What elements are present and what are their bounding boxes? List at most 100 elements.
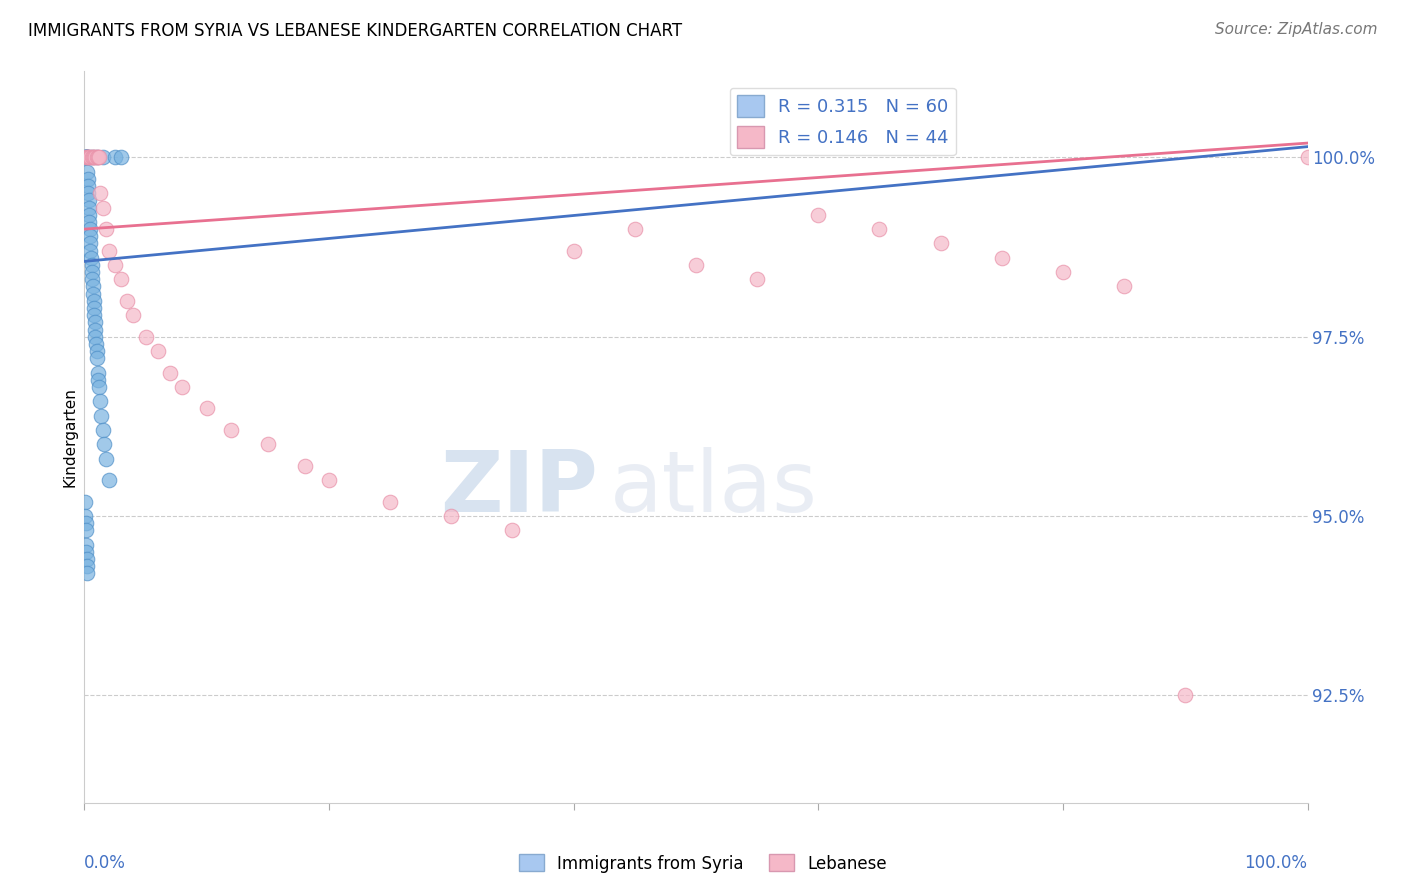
Y-axis label: Kindergarten: Kindergarten (62, 387, 77, 487)
Point (80, 258, 103, 272)
Point (80, 150, 103, 164)
Point (76, 150, 98, 164)
Point (380, 494, 402, 508)
Point (79, 244, 101, 258)
Point (76, 150, 98, 164)
Point (159, 366, 181, 380)
Point (440, 508, 463, 523)
Point (76, 150, 98, 164)
Point (89, 186, 111, 201)
Point (83, 315, 105, 329)
Point (91, 423, 114, 437)
Point (1296, 150, 1319, 164)
Point (84, 150, 107, 164)
Point (93, 437, 115, 451)
Point (83, 150, 105, 164)
Point (135, 329, 157, 343)
Point (75, 545, 97, 559)
Point (257, 437, 280, 451)
Point (146, 344, 169, 359)
Point (502, 524, 524, 538)
Point (79, 150, 101, 164)
Point (75, 524, 97, 538)
Point (76, 165, 98, 179)
Point (96, 222, 118, 236)
Point (77, 201, 100, 215)
Point (91, 150, 114, 164)
Point (75, 150, 97, 164)
Point (82, 272, 104, 286)
Point (77, 215, 100, 229)
Point (83, 308, 105, 322)
Text: 100.0%: 100.0% (1244, 854, 1308, 872)
Point (195, 401, 218, 416)
Point (1052, 265, 1074, 279)
Point (122, 308, 145, 322)
Point (73, 508, 96, 523)
Text: atlas: atlas (610, 447, 818, 530)
Point (87, 380, 110, 394)
Point (86, 351, 108, 366)
Point (110, 150, 132, 164)
Point (87, 150, 110, 164)
Point (90, 409, 112, 423)
Point (76, 552, 98, 566)
Point (77, 194, 100, 208)
Point (77, 172, 100, 186)
Point (685, 258, 707, 272)
Point (104, 150, 127, 164)
Text: IMMIGRANTS FROM SYRIA VS LEBANESE KINDERGARTEN CORRELATION CHART: IMMIGRANTS FROM SYRIA VS LEBANESE KINDER… (28, 22, 682, 40)
Point (929, 236, 952, 251)
Point (84, 336, 107, 351)
Point (97, 244, 120, 258)
Point (79, 222, 101, 236)
Point (87, 366, 110, 380)
Point (79, 236, 101, 251)
Point (82, 150, 104, 164)
Point (79, 150, 101, 164)
Point (86, 150, 108, 164)
Point (624, 222, 647, 236)
Point (84, 322, 107, 336)
Point (77, 150, 100, 164)
Point (82, 150, 104, 164)
Legend: Immigrants from Syria, Lebanese: Immigrants from Syria, Lebanese (512, 847, 894, 880)
Point (86, 344, 108, 359)
Point (869, 222, 891, 236)
Point (172, 380, 194, 394)
Point (294, 458, 316, 473)
Point (75, 150, 97, 164)
Point (82, 279, 104, 293)
Point (807, 208, 830, 222)
Point (110, 272, 132, 286)
Point (104, 258, 127, 272)
Point (75, 150, 97, 164)
Point (77, 150, 100, 164)
Point (80, 251, 103, 265)
Point (219, 423, 242, 437)
Point (82, 286, 104, 301)
Point (747, 272, 769, 286)
Point (83, 301, 105, 315)
Point (318, 473, 340, 487)
Point (562, 244, 585, 258)
Point (1174, 688, 1197, 702)
Point (77, 179, 100, 194)
Legend: R = 0.315   N = 60, R = 0.146   N = 44: R = 0.315 N = 60, R = 0.146 N = 44 (730, 87, 956, 155)
Point (75, 516, 97, 530)
Text: 0.0%: 0.0% (84, 854, 127, 872)
Point (77, 186, 100, 201)
Point (76, 566, 98, 581)
Point (77, 208, 100, 222)
Point (96, 451, 118, 466)
Point (87, 373, 110, 387)
Point (75, 150, 97, 164)
Point (80, 265, 103, 279)
Point (79, 229, 101, 244)
Point (115, 293, 138, 308)
Point (73, 494, 96, 508)
Point (991, 251, 1014, 265)
Point (83, 293, 105, 308)
Point (91, 201, 114, 215)
Text: Source: ZipAtlas.com: Source: ZipAtlas.com (1215, 22, 1378, 37)
